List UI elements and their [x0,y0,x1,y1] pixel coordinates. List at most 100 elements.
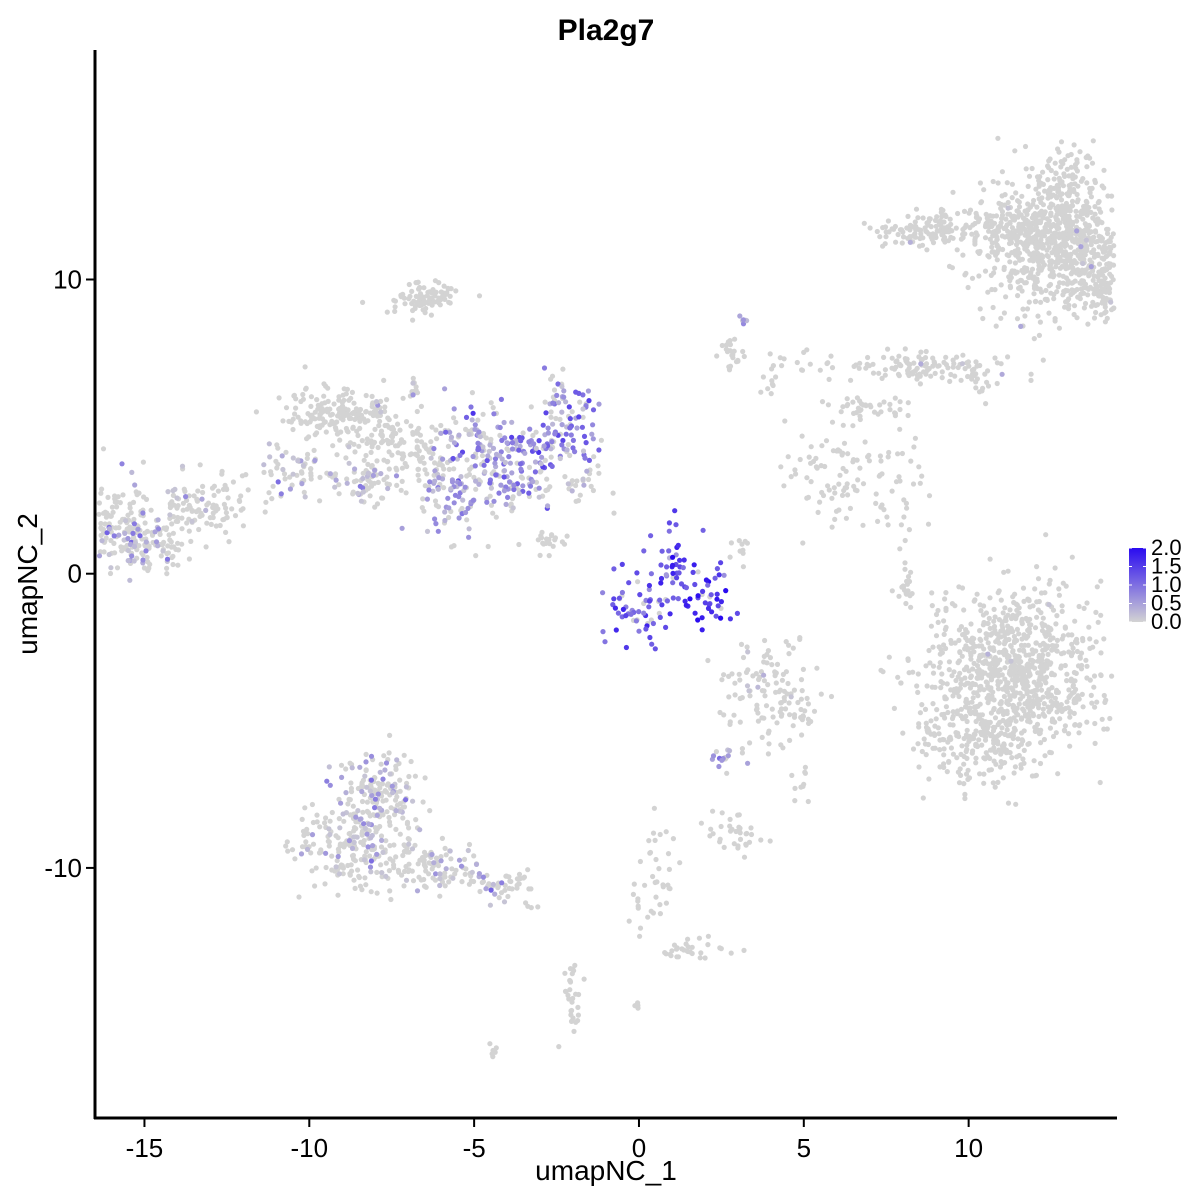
cell-point [350,489,356,495]
cell-point [745,760,751,766]
cell-point [1053,621,1059,627]
cell-point [175,518,181,525]
cell-point [1025,718,1031,724]
cell-point [415,472,421,478]
cell-point [1032,728,1038,735]
cell-point [1066,173,1072,179]
cell-point [1019,715,1025,721]
cell-point [777,709,783,715]
cell-point [143,539,149,545]
cell-point [699,615,705,621]
cell-point [565,442,571,448]
cell-point [932,684,938,690]
cell-point [732,692,738,698]
cell-point [774,661,781,668]
cell-point [978,729,984,736]
cell-point [1017,647,1023,653]
cell-point [443,429,449,435]
cell-point [336,491,342,497]
cell-point [984,215,990,221]
cell-point [1098,650,1104,656]
cell-point [759,715,765,721]
cell-point [463,866,469,872]
cell-point [492,891,498,897]
cell-point [865,454,871,460]
cell-point [538,461,544,467]
cell-point [1093,639,1099,645]
cell-point [1092,177,1098,183]
cell-point [130,530,136,537]
cell-point [953,225,959,231]
cell-point [1004,180,1010,186]
cell-point [1091,254,1097,260]
cell-point [915,741,921,747]
cell-point [905,370,911,376]
cell-point [972,220,978,227]
cell-point [170,553,176,560]
cell-point [1066,649,1072,655]
cell-point [723,588,729,594]
cell-point [1016,654,1022,660]
cell-point [392,308,398,314]
cell-point [1001,569,1007,575]
cell-point [509,434,515,440]
cell-point [1046,602,1052,608]
cell-point [602,639,608,645]
cell-point [361,821,367,827]
cell-point [499,437,505,443]
cell-point [963,771,970,777]
cell-point [421,849,428,855]
cell-point [933,633,940,639]
cell-point [808,718,814,725]
cell-point [992,355,998,361]
cell-point [446,514,452,521]
cell-point [954,708,961,714]
cell-point [507,479,513,485]
cell-point [483,435,489,441]
cell-point [411,298,417,304]
cell-point [754,702,760,708]
cell-point [788,474,794,480]
cell-point [714,353,720,359]
cell-point [1040,169,1046,175]
cell-point [988,710,995,716]
cell-point [973,755,979,761]
cell-point [739,541,745,547]
cell-point [549,373,556,379]
cell-point [520,430,526,436]
cell-point [1068,653,1075,659]
cell-point [276,395,282,401]
cell-point [1040,357,1046,363]
cell-point [1060,258,1066,264]
cell-point [900,730,906,736]
cell-point [1039,621,1045,627]
cell-point [857,465,863,471]
cell-point [910,746,917,752]
cell-point [563,431,569,437]
cell-point [1074,213,1080,219]
cell-point [539,454,545,460]
cell-point [663,829,669,835]
cell-point [819,443,825,449]
cell-point [435,486,441,492]
cell-point [378,862,384,868]
cell-point [1016,285,1022,291]
cell-point [814,465,820,471]
cell-point [108,513,114,519]
cell-point [1016,631,1022,637]
cell-point [916,721,922,727]
cell-point [787,737,793,744]
cell-point [646,598,653,604]
cell-point [1084,719,1090,725]
cell-point [926,493,933,499]
cell-point [148,507,154,513]
cell-point [488,887,494,893]
cell-point [357,483,363,489]
cell-point [415,861,421,867]
cell-point [1071,669,1077,676]
cell-point [160,548,166,554]
cell-point [828,693,835,700]
cell-point [962,366,968,372]
cell-point [813,455,819,461]
cell-point [648,908,654,914]
